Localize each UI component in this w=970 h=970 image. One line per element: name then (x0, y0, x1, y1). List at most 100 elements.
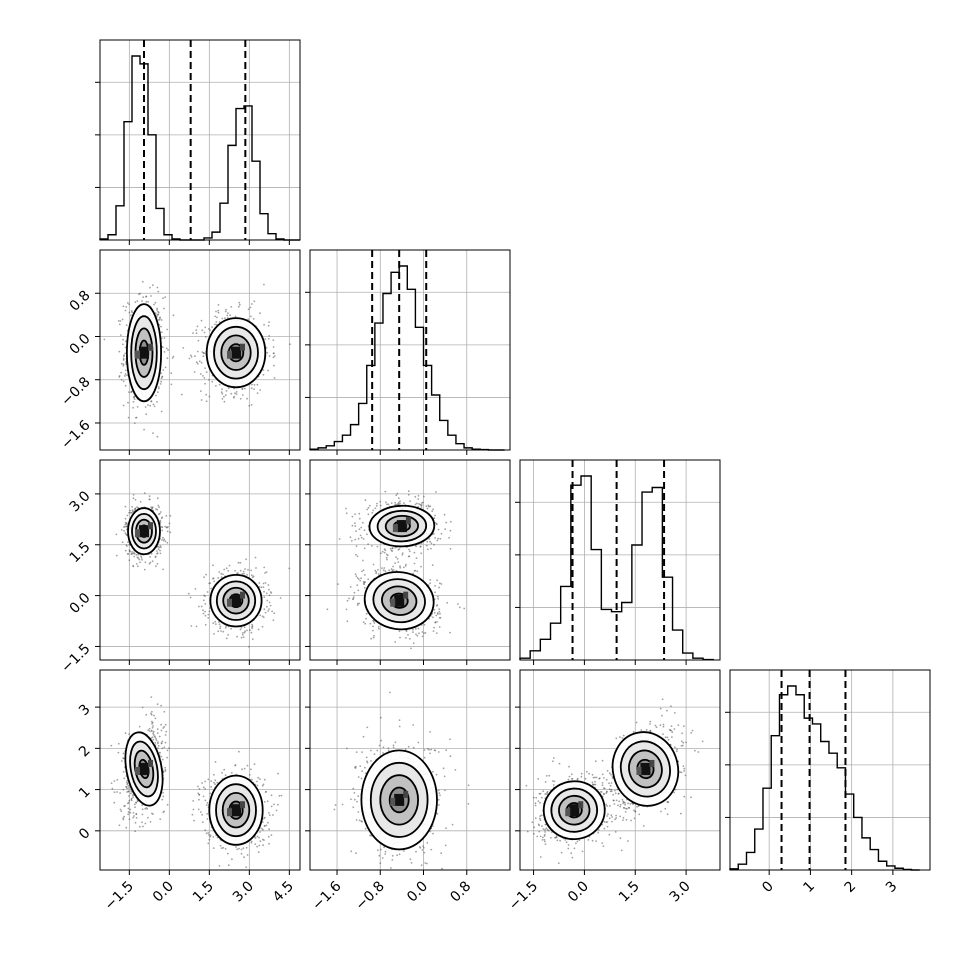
sample-point (230, 306, 233, 308)
sample-point (157, 742, 159, 745)
sample-point (141, 813, 144, 816)
sample-point (384, 570, 387, 573)
sample-point (437, 528, 440, 531)
sample-point (138, 558, 141, 561)
sample-point (192, 332, 194, 334)
sample-point (218, 383, 221, 386)
sample-point (436, 539, 439, 542)
sample-point (391, 569, 394, 571)
sample-point (133, 422, 136, 424)
sample-point (149, 404, 152, 407)
sample-point (433, 517, 436, 519)
histogram-panel-2 (515, 459, 721, 665)
sample-point (145, 807, 148, 809)
sample-point (226, 314, 229, 317)
sample-point (268, 321, 270, 323)
sample-point (126, 514, 129, 517)
sample-point (262, 373, 265, 376)
sample-point (202, 352, 205, 354)
sample-point (383, 548, 386, 551)
sample-point (394, 562, 396, 564)
sample-point (119, 792, 121, 794)
sample-point (384, 490, 387, 493)
sample-point (159, 818, 162, 820)
sample-point (162, 795, 165, 798)
sample-point (126, 791, 128, 793)
sample-point (163, 538, 166, 541)
sample-point (372, 636, 375, 639)
sample-point (346, 620, 349, 623)
sample-point (213, 633, 215, 635)
sample-point (423, 495, 425, 498)
sample-point (239, 561, 242, 564)
sample-point (360, 536, 363, 539)
sample-point (395, 556, 397, 559)
sample-point (124, 804, 126, 807)
sample-point (128, 391, 130, 393)
sample-point (162, 568, 165, 571)
sample-point (122, 305, 125, 308)
sample-point (145, 713, 148, 716)
sample-point (115, 554, 118, 557)
sample-point (115, 533, 118, 536)
sample-point (249, 306, 252, 309)
sample-point (399, 636, 401, 639)
sample-point (145, 300, 148, 303)
sample-point (240, 636, 243, 639)
sample-point (379, 504, 382, 507)
sample-point (122, 404, 125, 407)
sample-point (155, 739, 158, 742)
sample-point (156, 703, 159, 706)
sample-point (444, 528, 446, 531)
sample-point (385, 556, 388, 559)
sample-point (152, 730, 155, 733)
sample-point (158, 387, 160, 390)
sample-point (152, 725, 155, 727)
sample-point (123, 530, 125, 532)
sample-point (414, 495, 417, 498)
sample-point (165, 515, 168, 517)
sample-point (162, 346, 164, 349)
sample-point (417, 494, 420, 497)
sample-point (119, 320, 122, 322)
sample-point (156, 391, 159, 393)
sample-point (180, 393, 183, 396)
sample-point (161, 747, 164, 750)
sample-point (358, 512, 361, 515)
sample-point (170, 383, 173, 386)
sample-point (202, 355, 205, 358)
sample-point (351, 524, 354, 527)
sample-point (440, 583, 443, 585)
sample-point (161, 740, 164, 743)
sample-point (371, 545, 373, 547)
sample-point (121, 318, 124, 321)
sample-point (169, 514, 172, 517)
density-peak (139, 525, 149, 538)
sample-point (155, 508, 157, 510)
sample-point (132, 406, 135, 409)
sample-point (160, 380, 163, 383)
sample-point (220, 576, 223, 579)
sample-point (216, 316, 218, 319)
sample-point (166, 803, 169, 806)
sample-point (392, 569, 395, 571)
sample-point (143, 428, 146, 431)
sample-point (409, 500, 411, 502)
sample-point (163, 337, 166, 339)
y-tick-label: 3.0 (67, 488, 94, 515)
sample-point (143, 492, 146, 494)
density-layer (110, 696, 283, 870)
sample-point (432, 630, 435, 632)
sample-point (198, 605, 200, 608)
sample-point (125, 324, 128, 326)
sample-point (396, 492, 399, 495)
sample-point (156, 552, 159, 555)
sample-point (224, 627, 227, 629)
sample-point (161, 798, 164, 801)
sample-point (255, 567, 257, 569)
sample-point (138, 293, 140, 296)
sample-point (212, 622, 215, 625)
sample-point (391, 547, 394, 550)
sample-point (374, 507, 377, 510)
sample-point (125, 306, 128, 308)
